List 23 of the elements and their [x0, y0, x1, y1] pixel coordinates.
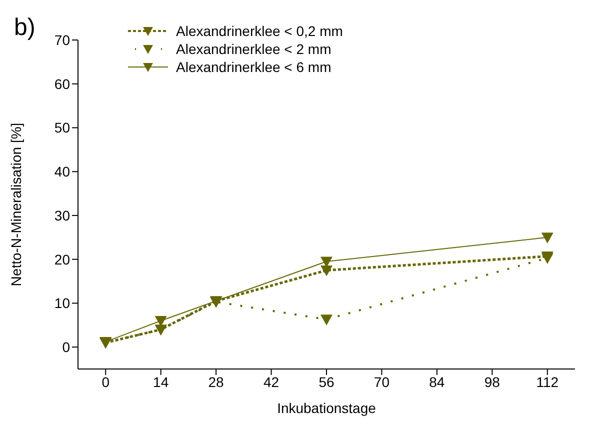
x-tick-label: 28: [208, 374, 224, 390]
legend-label: Alexandrinerklee < 0,2 mm: [176, 23, 343, 39]
y-tick-label: 50: [54, 120, 70, 136]
x-tick-label: 14: [153, 374, 169, 390]
y-tick-label: 0: [62, 339, 70, 356]
x-axis-title: Inkubationstage: [277, 400, 376, 416]
x-tick-label: 98: [484, 374, 500, 390]
y-tick-label: 40: [54, 164, 70, 180]
y-tick-label: 70: [54, 32, 70, 48]
text: b): [14, 14, 36, 42]
legend-label: Alexandrinerklee < 2 mm: [176, 41, 332, 57]
y-axis-title: Netto-N-Mineralisation [%]: [8, 122, 24, 286]
x-tick-label: 84: [429, 374, 445, 390]
x-tick-label: 70: [374, 374, 390, 390]
x-tick-label: 0: [102, 374, 110, 390]
x-tick-label: 42: [263, 374, 280, 390]
x-tick-label: 56: [318, 374, 334, 390]
y-tick-label: 30: [54, 207, 70, 224]
y-tick-label: 60: [54, 76, 70, 92]
y-tick-label: 20: [54, 251, 70, 268]
x-tick-label: 112: [536, 374, 559, 390]
legend-label: Alexandrinerklee < 6 mm: [176, 59, 332, 75]
y-tick-label: 10: [54, 295, 70, 312]
